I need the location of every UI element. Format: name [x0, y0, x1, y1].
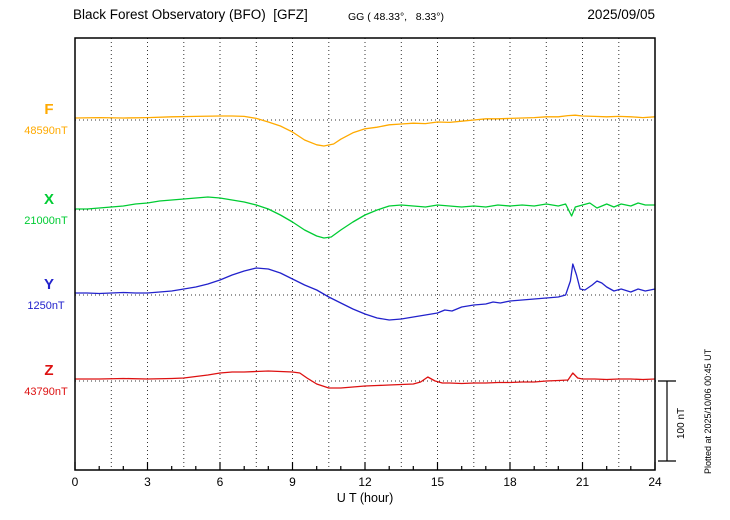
- svg-text:3: 3: [144, 475, 151, 489]
- svg-text:21: 21: [576, 475, 590, 489]
- svg-text:18: 18: [503, 475, 517, 489]
- geographic-coordinates: GG ( 48.33°, 8.33°): [348, 11, 444, 23]
- svg-text:Z: Z: [44, 362, 53, 379]
- svg-text:0: 0: [72, 475, 79, 489]
- svg-text:21000nT: 21000nT: [24, 215, 68, 227]
- svg-text:1250nT: 1250nT: [27, 300, 65, 312]
- svg-text:F: F: [44, 101, 53, 118]
- svg-text:Y: Y: [44, 276, 54, 293]
- observatory-title: Black Forest Observatory (BFO) [GFZ]: [73, 7, 308, 22]
- svg-text:48590nT: 48590nT: [24, 125, 68, 137]
- svg-text:15: 15: [431, 475, 445, 489]
- svg-text:24: 24: [648, 475, 662, 489]
- scale-bar-label: 100 nT: [676, 407, 687, 439]
- observation-date: 2025/09/05: [587, 7, 655, 22]
- svg-text:12: 12: [358, 475, 372, 489]
- svg-text:43790nT: 43790nT: [24, 386, 68, 398]
- plotted-at-note: Plotted at 2025/10/06 00:45 UT: [703, 348, 713, 474]
- svg-text:6: 6: [217, 475, 224, 489]
- svg-text:X: X: [44, 191, 54, 208]
- x-axis-label: U T (hour): [336, 491, 394, 505]
- svg-text:9: 9: [289, 475, 296, 489]
